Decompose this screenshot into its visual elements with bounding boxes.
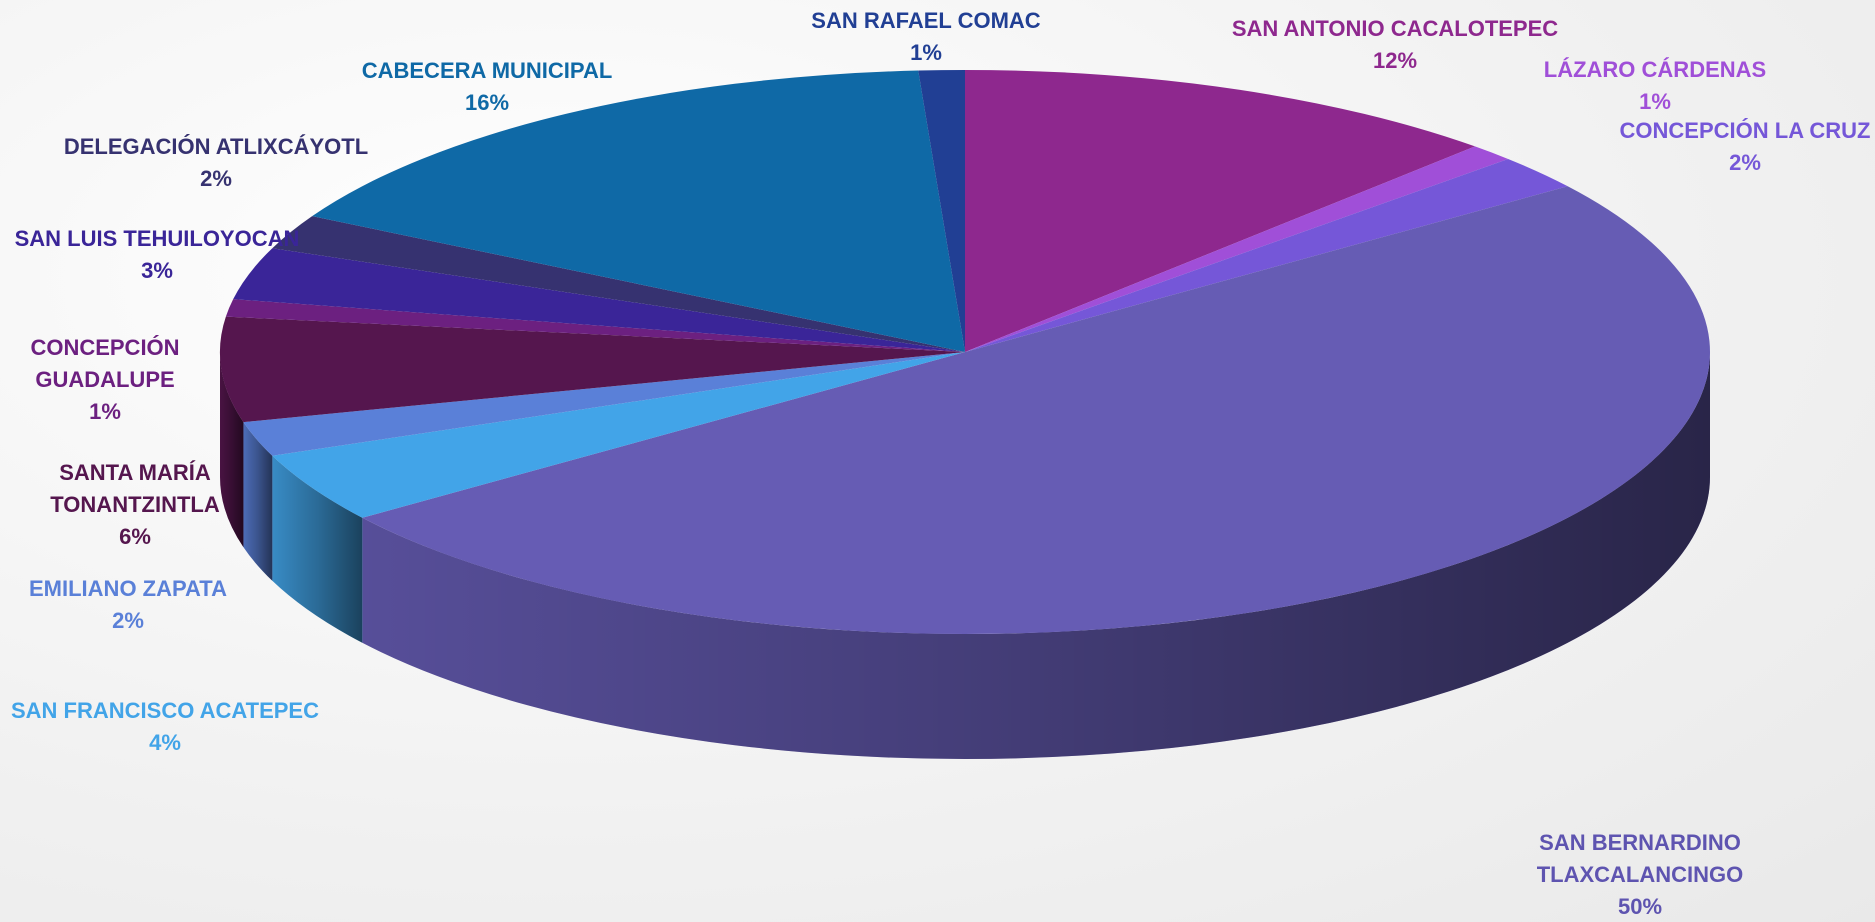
slice-side-shade (220, 352, 244, 548)
slice (272, 352, 965, 518)
data-label: SAN FRANCISCO ACATEPEC 4% (5, 695, 325, 759)
label-name: CABECERA MUNICIPAL (361, 58, 613, 83)
slice (965, 70, 1475, 352)
label-value: 3% (141, 258, 173, 283)
slice (233, 248, 966, 352)
data-label: CONCEPCIÓN LA CRUZ 2% (1595, 115, 1875, 179)
label-value: 4% (149, 730, 181, 755)
slice (312, 70, 966, 353)
label-value: 1% (910, 40, 942, 65)
data-label: SAN LUIS TEHUILOYOCAN 3% (0, 223, 317, 287)
data-label: SANTA MARÍA TONANTZINTLA 6% (25, 457, 245, 553)
data-label: CONCEPCIÓN GUADALUPE 1% (15, 332, 195, 428)
slice-side-shade (362, 352, 1710, 759)
label-name: SAN LUIS TEHUILOYOCAN (14, 226, 300, 251)
slice (272, 216, 965, 352)
label-name: LÁZARO CÁRDENAS (1543, 57, 1767, 82)
slice-side-shade (272, 455, 363, 643)
label-value: 2% (200, 166, 232, 191)
label-value: 50% (1617, 894, 1663, 919)
label-name: CONCEPCIÓN GUADALUPE (30, 335, 180, 392)
slice (243, 352, 966, 456)
label-value: 1% (89, 399, 121, 424)
data-label: LÁZARO CÁRDENAS 1% (1525, 54, 1785, 118)
slice (225, 299, 966, 352)
label-name: EMILIANO ZAPATA (29, 576, 227, 601)
label-name: SAN BERNARDINO TLAXCALANCINGO (1536, 830, 1744, 887)
label-name: SANTA MARÍA TONANTZINTLA (50, 460, 220, 517)
label-name: DELEGACIÓN ATLIXCÁYOTL (63, 134, 369, 159)
label-value: 6% (119, 524, 151, 549)
label-value: 12% (1372, 48, 1418, 73)
data-label: SAN ANTONIO CACALOTEPEC 12% (1195, 13, 1595, 77)
data-label: DELEGACIÓN ATLIXCÁYOTL 2% (51, 131, 381, 195)
slice-side-shade (243, 422, 273, 581)
label-name: CONCEPCIÓN LA CRUZ (1619, 118, 1871, 143)
label-value: 1% (1639, 89, 1671, 114)
data-label: EMILIANO ZAPATA 2% (0, 573, 258, 637)
label-name: SAN RAFAEL COMAC (811, 8, 1041, 33)
slice (965, 146, 1509, 352)
slice (965, 158, 1568, 352)
slice (918, 70, 965, 352)
label-name: SAN FRANCISCO ACATEPEC (10, 698, 319, 723)
label-value: 2% (1729, 150, 1761, 175)
data-label: SAN BERNARDINO TLAXCALANCINGO 50% (1525, 827, 1755, 922)
slice (220, 316, 966, 423)
slice (362, 186, 1710, 634)
label-value: 2% (112, 608, 144, 633)
data-label: SAN RAFAEL COMAC 1% (776, 5, 1076, 69)
label-value: 16% (464, 90, 510, 115)
data-label: CABECERA MUNICIPAL 16% (337, 55, 637, 119)
label-name: SAN ANTONIO CACALOTEPEC (1231, 16, 1559, 41)
